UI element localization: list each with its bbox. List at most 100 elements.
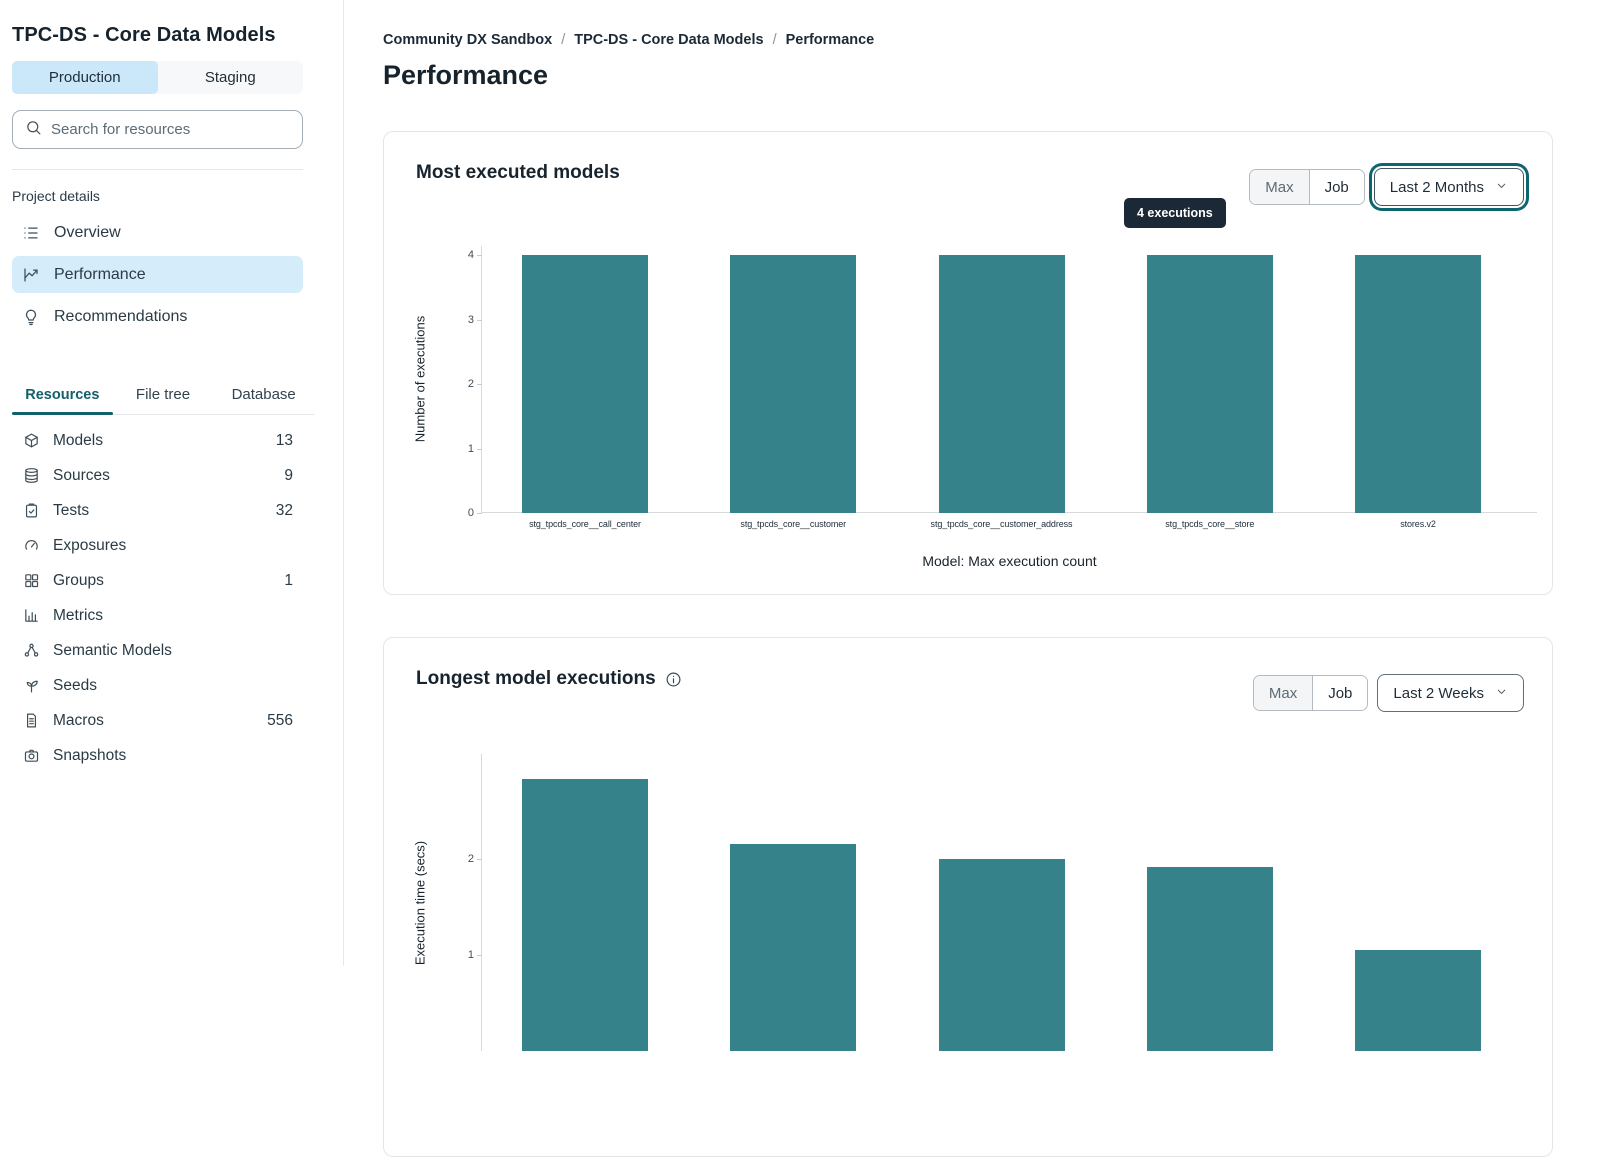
- max-button[interactable]: Max: [1254, 676, 1312, 710]
- x-tick-label: stores.v2: [1400, 519, 1436, 529]
- breadcrumb-item-project[interactable]: TPC-DS - Core Data Models: [574, 32, 763, 48]
- resource-row-models[interactable]: Models 13: [12, 423, 303, 458]
- y-tick-label: 1: [452, 443, 474, 455]
- bar[interactable]: [522, 779, 648, 1051]
- bar[interactable]: [939, 255, 1065, 513]
- y-tick-label: 2: [452, 853, 474, 865]
- resource-label: Metrics: [53, 607, 103, 625]
- resource-label: Groups: [53, 572, 104, 590]
- search-box[interactable]: [12, 110, 303, 149]
- bar[interactable]: [1147, 255, 1273, 513]
- most-executed-models-chart: Number of executions Model: Max executio…: [481, 246, 1537, 513]
- date-range-value: Last 2 Weeks: [1393, 685, 1484, 702]
- search-icon: [25, 119, 42, 141]
- sidebar-item-label: Performance: [54, 266, 146, 284]
- x-tick-label: stg_tpcds_core__store: [1165, 519, 1254, 529]
- y-tick-mark: [477, 255, 482, 256]
- resource-count: 32: [276, 502, 293, 520]
- resource-row-seeds[interactable]: Seeds: [12, 668, 303, 703]
- tab-staging[interactable]: Staging: [158, 61, 304, 94]
- date-range-select[interactable]: Last 2 Weeks: [1377, 674, 1524, 712]
- bar[interactable]: [1355, 255, 1481, 513]
- project-details-label: Project details: [12, 188, 303, 204]
- list-icon: [22, 224, 40, 242]
- lightbulb-icon: [22, 308, 40, 326]
- y-tick-label: 1: [452, 949, 474, 961]
- bar[interactable]: [730, 844, 856, 1051]
- y-tick-mark: [477, 513, 482, 514]
- breadcrumb-item-account[interactable]: Community DX Sandbox: [383, 32, 552, 48]
- x-tick-label: stg_tpcds_core__customer_address: [931, 519, 1073, 529]
- bar-chart-icon: [22, 607, 40, 624]
- seedling-icon: [22, 677, 40, 694]
- chart-controls: Max Job Last 2 Weeks: [1253, 674, 1524, 712]
- max-button[interactable]: Max: [1250, 170, 1308, 204]
- sidebar: TPC-DS - Core Data Models Production Sta…: [0, 0, 344, 966]
- resource-row-semantic-models[interactable]: Semantic Models: [12, 633, 303, 668]
- x-tick-label: stg_tpcds_core__customer: [740, 519, 846, 529]
- job-button[interactable]: Job: [1312, 676, 1367, 710]
- y-tick-label: 3: [452, 314, 474, 326]
- sidebar-item-performance[interactable]: Performance: [12, 256, 303, 293]
- database-icon: [22, 467, 40, 484]
- bar[interactable]: [730, 255, 856, 513]
- bar[interactable]: [1355, 950, 1481, 1051]
- resource-count: 9: [284, 467, 293, 485]
- tab-file-tree[interactable]: File tree: [113, 375, 214, 414]
- resource-row-groups[interactable]: Groups 1: [12, 563, 303, 598]
- resource-label: Sources: [53, 467, 110, 485]
- tab-database[interactable]: Database: [213, 375, 314, 414]
- resource-label: Snapshots: [53, 747, 126, 765]
- page-title: Performance: [383, 60, 1593, 91]
- file-icon: [22, 712, 40, 729]
- search-input[interactable]: [51, 121, 290, 138]
- project-title: TPC-DS - Core Data Models: [12, 24, 303, 47]
- main-content: Community DX Sandbox / TPC-DS - Core Dat…: [344, 0, 1621, 1157]
- y-tick-label: 0: [452, 507, 474, 519]
- chart-controls: Max Job Last 2 Months: [1249, 168, 1524, 206]
- resource-label: Macros: [53, 712, 104, 730]
- bar[interactable]: [939, 859, 1065, 1051]
- y-tick-mark: [477, 384, 482, 385]
- longest-model-executions-card: Longest model executions Max Job Last 2 …: [383, 637, 1553, 1157]
- sidebar-item-recommendations[interactable]: Recommendations: [12, 298, 303, 335]
- sidebar-divider: [12, 169, 303, 170]
- tab-production[interactable]: Production: [12, 61, 158, 94]
- resource-row-metrics[interactable]: Metrics: [12, 598, 303, 633]
- y-tick-label: 4: [452, 249, 474, 261]
- nodes-icon: [22, 642, 40, 659]
- resource-label: Semantic Models: [53, 642, 172, 660]
- resource-label: Exposures: [53, 537, 126, 555]
- y-tick-mark: [477, 859, 482, 860]
- bar[interactable]: [1147, 867, 1273, 1051]
- breadcrumb-item-current: Performance: [786, 32, 875, 48]
- chevron-down-icon: [1495, 179, 1508, 196]
- y-tick-mark: [477, 449, 482, 450]
- date-range-value: Last 2 Months: [1390, 179, 1484, 196]
- resource-row-sources[interactable]: Sources 9: [12, 458, 303, 493]
- resource-row-exposures[interactable]: Exposures: [12, 528, 303, 563]
- resource-row-tests[interactable]: Tests 32: [12, 493, 303, 528]
- y-tick-label: 2: [452, 378, 474, 390]
- max-job-toggle: Max Job: [1249, 169, 1365, 205]
- resource-list: Models 13 Sources 9 Tests 32 Exposures: [12, 423, 303, 773]
- sidebar-item-label: Recommendations: [54, 308, 187, 326]
- job-button[interactable]: Job: [1309, 170, 1364, 204]
- resource-label: Seeds: [53, 677, 97, 695]
- info-icon[interactable]: [665, 671, 682, 688]
- cube-icon: [22, 432, 40, 449]
- chevron-down-icon: [1495, 685, 1508, 702]
- line-chart-icon: [22, 266, 40, 284]
- x-tick-label: stg_tpcds_core__call_center: [529, 519, 641, 529]
- bar[interactable]: [522, 255, 648, 513]
- most-executed-models-card: Most executed models Max Job Last 2 Mont…: [383, 131, 1553, 595]
- max-job-toggle: Max Job: [1253, 675, 1369, 711]
- gauge-icon: [22, 537, 40, 554]
- date-range-select[interactable]: Last 2 Months: [1374, 168, 1524, 206]
- resource-row-macros[interactable]: Macros 556: [12, 703, 303, 738]
- resource-count: 13: [276, 432, 293, 450]
- breadcrumb-separator: /: [773, 32, 777, 48]
- tab-resources[interactable]: Resources: [12, 375, 113, 414]
- resource-row-snapshots[interactable]: Snapshots: [12, 738, 303, 773]
- sidebar-item-overview[interactable]: Overview: [12, 214, 303, 251]
